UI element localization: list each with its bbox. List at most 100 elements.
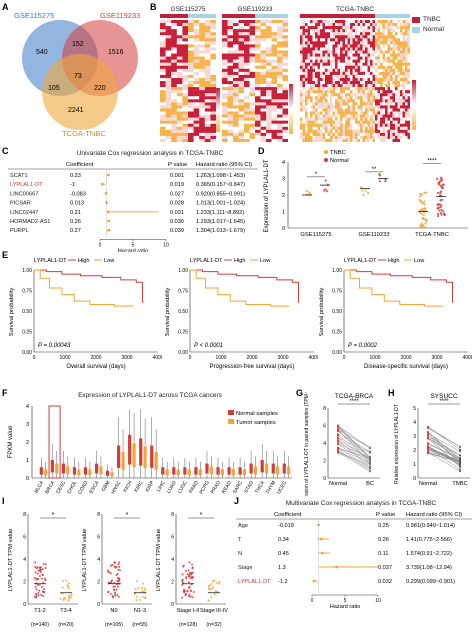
heatmap-cell xyxy=(188,129,194,134)
panel-i-point xyxy=(186,590,189,593)
heatmap-cell xyxy=(375,41,378,45)
heatmap-cell xyxy=(330,126,333,130)
heatmap-cell xyxy=(282,47,288,51)
heatmap-cell xyxy=(325,71,328,76)
heatmap-cell xyxy=(347,38,351,42)
panel-i-point xyxy=(218,580,221,583)
panel-i-point xyxy=(40,577,43,580)
heatmap-cell xyxy=(347,114,351,118)
heatmap-cell xyxy=(340,56,343,60)
heatmap-cell xyxy=(327,138,331,142)
heatmap-cell xyxy=(305,53,308,57)
km-y-tick: 0.00 xyxy=(178,350,188,356)
legend-normal-swatch xyxy=(412,26,420,33)
heatmap-cell xyxy=(210,90,216,94)
heatmap-cell xyxy=(337,129,341,134)
heatmap-cell xyxy=(204,108,211,112)
heatmap-cell xyxy=(317,62,321,66)
heatmap-cell xyxy=(407,65,410,69)
panel-f-box xyxy=(50,460,54,473)
heatmap-cell xyxy=(352,56,356,60)
heatmap-cell xyxy=(382,62,386,66)
heatmap-cell xyxy=(340,87,343,91)
heatmap-cell xyxy=(266,77,272,82)
heatmap-cell xyxy=(340,108,343,112)
heatmap-cell xyxy=(182,26,189,30)
heatmap-cell xyxy=(355,29,358,33)
heatmap-cell xyxy=(227,108,234,112)
heatmap-cell xyxy=(380,29,383,33)
heatmap-cell xyxy=(400,102,403,106)
heatmap-cell xyxy=(377,62,381,66)
heatmap-cell xyxy=(345,84,348,88)
heatmap-cell xyxy=(182,56,189,60)
heatmap-cell xyxy=(320,123,323,127)
heatmap-cell xyxy=(342,38,346,42)
heatmap-cell xyxy=(385,132,388,137)
paired-point-left xyxy=(337,424,339,427)
heatmap-cell xyxy=(193,117,200,121)
heatmap-cell xyxy=(266,105,272,109)
heatmap-cell xyxy=(171,87,177,91)
heatmap-cell xyxy=(380,135,383,140)
heatmap-cell xyxy=(360,68,363,73)
heatmap-cell xyxy=(266,84,272,88)
heatmap-cell xyxy=(365,74,368,79)
heatmap-cell xyxy=(340,120,343,124)
heatmap-cell xyxy=(182,77,189,82)
heatmap-cell xyxy=(165,62,172,66)
heatmap-cell xyxy=(335,29,338,33)
heatmap-cell xyxy=(233,26,239,30)
heatmap-cell xyxy=(367,65,371,69)
heatmap-cell xyxy=(407,93,410,97)
heatmap-cell xyxy=(377,108,381,112)
heatmap-cell xyxy=(305,81,308,85)
heatmap-cell xyxy=(233,102,239,106)
heatmap-cell xyxy=(352,99,356,103)
panel-f-box xyxy=(260,460,264,473)
cox-row-name: T xyxy=(238,537,242,543)
heatmap-cell xyxy=(405,99,408,103)
heatmap-cell xyxy=(249,117,256,121)
heatmap-cell xyxy=(385,87,388,91)
heatmap-cell xyxy=(347,71,351,76)
heatmap-cell xyxy=(277,56,283,60)
heatmap-cell xyxy=(255,99,261,103)
heatmap-cell xyxy=(165,102,172,106)
heatmap-cell xyxy=(312,105,316,109)
heatmap-cell xyxy=(342,90,346,94)
heatmap-cell xyxy=(233,129,239,134)
heatmap-cell xyxy=(249,47,256,51)
paired-line xyxy=(427,446,461,462)
heatmap-cell xyxy=(330,47,333,51)
heatmap-cell xyxy=(332,81,336,85)
heatmap-cell xyxy=(405,35,408,39)
heatmap-cell xyxy=(375,38,378,42)
heatmap-cell xyxy=(360,105,363,109)
heatmap-cell xyxy=(327,111,331,115)
heatmap-cell xyxy=(402,62,406,66)
heatmap-cell xyxy=(337,65,341,69)
heatmap-cell xyxy=(335,71,338,76)
heatmap-cell xyxy=(400,99,403,103)
heatmap-cell xyxy=(182,35,189,39)
heatmap-cell xyxy=(357,59,361,63)
panel-i-point xyxy=(133,593,136,596)
cox-header-hr: Hazard ratio (95% CI) xyxy=(406,512,462,518)
heatmap-cell xyxy=(277,32,283,36)
heatmap-cell xyxy=(385,138,388,142)
paired-line xyxy=(427,449,461,463)
heatmap-cell xyxy=(332,129,336,134)
paired-point-right xyxy=(459,450,461,453)
heatmap-cell xyxy=(255,126,261,130)
heatmap-cell xyxy=(325,56,328,60)
heatmap-cell xyxy=(210,65,216,69)
heatmap-cell xyxy=(382,56,386,60)
cox-point xyxy=(319,537,323,541)
heatmap-cell xyxy=(210,68,216,73)
heatmap-cell xyxy=(330,29,333,33)
heatmap-cell xyxy=(305,129,308,134)
heatmap-cell xyxy=(367,87,371,91)
heatmap-cell xyxy=(271,50,278,54)
heatmap-cell xyxy=(370,68,373,73)
